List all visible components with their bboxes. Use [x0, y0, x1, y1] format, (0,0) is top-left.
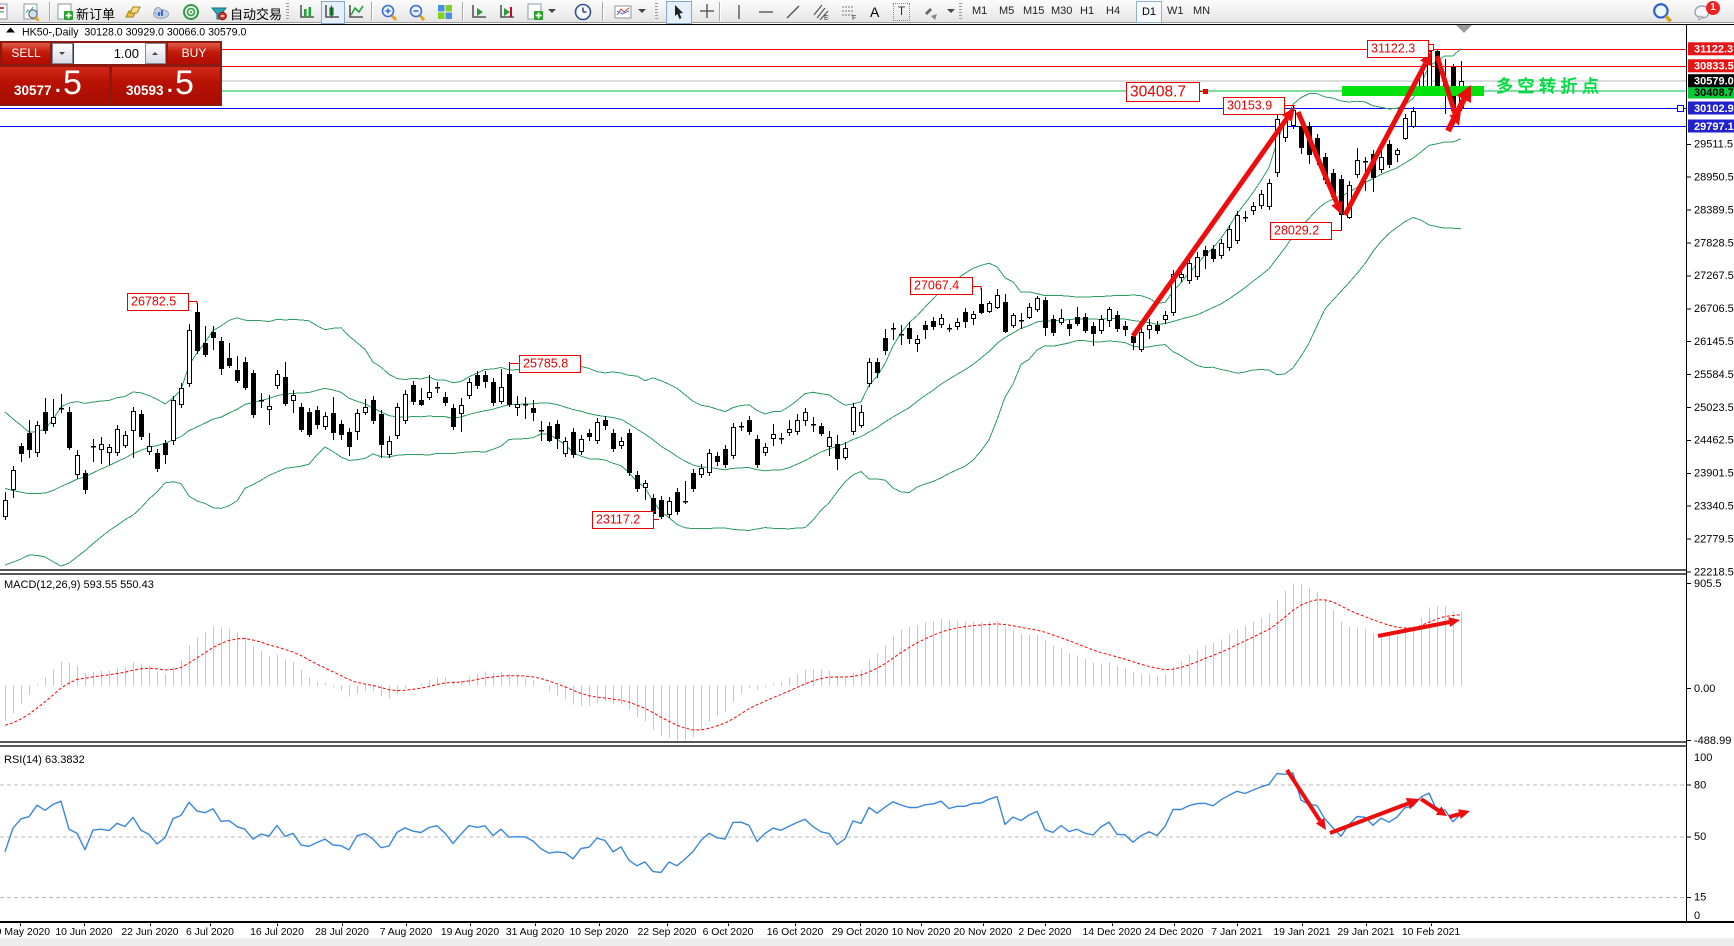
svg-text:HK50-,Daily 30128.0 30929.0 3: HK50-,Daily 30128.0 30929.0 30066.0 3057…	[22, 27, 247, 39]
svg-text:26706.5: 26706.5	[1694, 303, 1734, 315]
svg-text:28 Jul 2020: 28 Jul 2020	[315, 927, 369, 938]
svg-text:29 May 2020: 29 May 2020	[0, 927, 50, 938]
svg-text:26145.5: 26145.5	[1694, 336, 1734, 348]
svg-text:16 Oct 2020: 16 Oct 2020	[767, 927, 824, 938]
svg-text:50: 50	[1694, 831, 1706, 843]
svg-text:6 Jul 2020: 6 Jul 2020	[186, 927, 234, 938]
svg-text:30408.7: 30408.7	[1694, 87, 1734, 99]
svg-text:29 Oct 2020: 29 Oct 2020	[832, 927, 889, 938]
svg-text:20 Nov 2020: 20 Nov 2020	[954, 927, 1013, 938]
svg-text:30579.0: 30579.0	[1694, 76, 1734, 88]
svg-text:23901.5: 23901.5	[1694, 468, 1734, 480]
svg-text:0.00: 0.00	[1694, 683, 1715, 695]
svg-text:10 Nov 2020: 10 Nov 2020	[892, 927, 951, 938]
svg-text:15: 15	[1694, 892, 1706, 904]
svg-text:23340.5: 23340.5	[1694, 501, 1734, 513]
svg-text:10 Feb 2021: 10 Feb 2021	[1402, 927, 1461, 938]
svg-text:30153.9: 30153.9	[1227, 99, 1272, 113]
svg-text:6 Oct 2020: 6 Oct 2020	[703, 927, 754, 938]
svg-text:28389.5: 28389.5	[1694, 204, 1734, 216]
svg-text:7 Jan 2021: 7 Jan 2021	[1211, 927, 1263, 938]
svg-text:905.5: 905.5	[1694, 578, 1722, 590]
svg-text:RSI(14) 63.3832: RSI(14) 63.3832	[4, 754, 85, 766]
svg-text:100: 100	[1694, 752, 1712, 764]
svg-text:10 Sep 2020: 10 Sep 2020	[570, 927, 629, 938]
svg-text:多空转折点: 多空转折点	[1496, 76, 1604, 96]
svg-text:10 Jun 2020: 10 Jun 2020	[55, 927, 112, 938]
svg-text:29797.1: 29797.1	[1694, 121, 1734, 133]
svg-text:22 Sep 2020: 22 Sep 2020	[638, 927, 697, 938]
svg-text:19 Aug 2020: 19 Aug 2020	[441, 927, 500, 938]
svg-text:27828.5: 27828.5	[1694, 237, 1734, 249]
svg-text:7 Aug 2020: 7 Aug 2020	[380, 927, 433, 938]
svg-text:28029.2: 28029.2	[1274, 224, 1319, 238]
svg-text:14 Dec 2020: 14 Dec 2020	[1083, 927, 1142, 938]
svg-text:27267.5: 27267.5	[1694, 270, 1734, 282]
svg-text:16 Jul 2020: 16 Jul 2020	[250, 927, 304, 938]
svg-text:28950.5: 28950.5	[1694, 172, 1734, 184]
svg-text:29511.5: 29511.5	[1694, 139, 1733, 151]
svg-text:19 Jan 2021: 19 Jan 2021	[1273, 927, 1330, 938]
svg-text:2 Dec 2020: 2 Dec 2020	[1018, 927, 1071, 938]
svg-text:25023.5: 25023.5	[1694, 402, 1734, 414]
svg-text:31122.3: 31122.3	[1371, 42, 1415, 56]
svg-text:27067.4: 27067.4	[914, 279, 959, 293]
svg-text:E: E	[824, 15, 829, 21]
svg-text:23117.2: 23117.2	[596, 513, 640, 527]
svg-text:F: F	[852, 15, 856, 21]
svg-text:22218.5: 22218.5	[1694, 566, 1734, 578]
svg-text:31 Aug 2020: 31 Aug 2020	[506, 927, 565, 938]
svg-text:30833.5: 30833.5	[1694, 61, 1734, 73]
svg-text:31122.3: 31122.3	[1694, 44, 1733, 56]
svg-text:29 Jan 2021: 29 Jan 2021	[1337, 927, 1394, 938]
svg-text:25584.5: 25584.5	[1694, 369, 1734, 381]
svg-text:30102.9: 30102.9	[1694, 103, 1734, 115]
svg-text:80: 80	[1694, 780, 1706, 792]
svg-text:-488.99: -488.99	[1694, 735, 1731, 747]
svg-text:24 Dec 2020: 24 Dec 2020	[1145, 927, 1204, 938]
svg-text:30408.7: 30408.7	[1130, 84, 1186, 101]
svg-text:25785.8: 25785.8	[523, 357, 568, 371]
svg-text:22779.5: 22779.5	[1694, 533, 1734, 545]
svg-text:22 Jun 2020: 22 Jun 2020	[121, 927, 178, 938]
svg-text:24462.5: 24462.5	[1694, 435, 1734, 447]
svg-text:0: 0	[1694, 910, 1700, 922]
svg-text:26782.5: 26782.5	[131, 295, 176, 309]
svg-text:MACD(12,26,9) 593.55 550.43: MACD(12,26,9) 593.55 550.43	[4, 579, 154, 591]
